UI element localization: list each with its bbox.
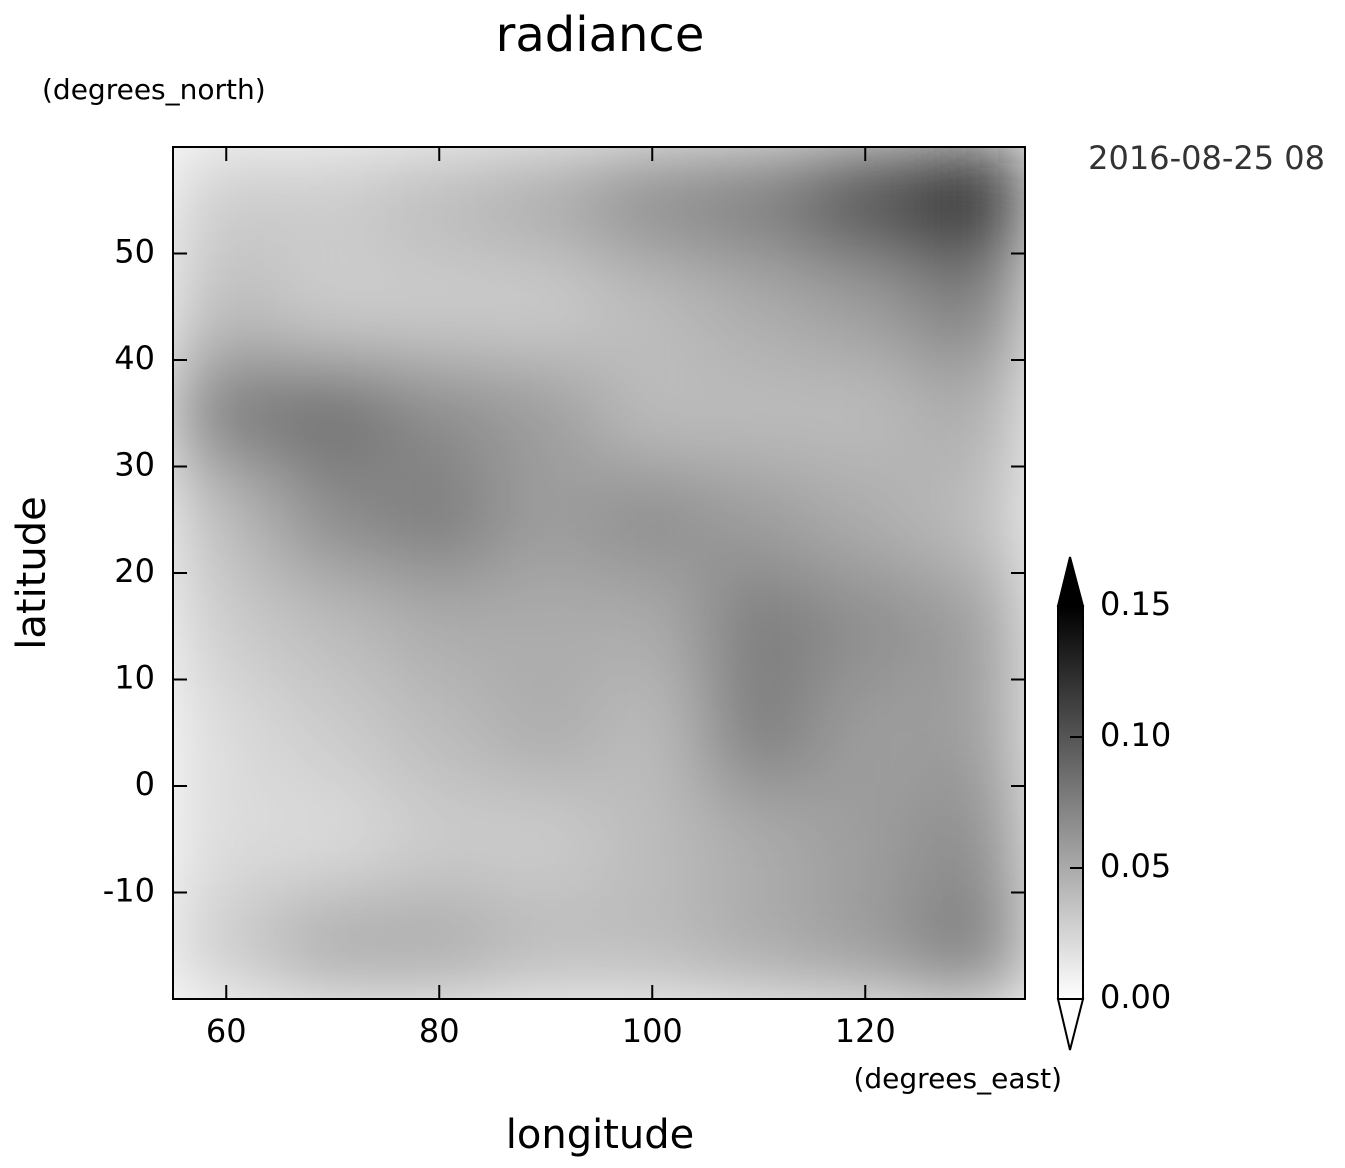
heatmap-cell [917, 465, 1025, 574]
heatmap-cell [491, 678, 600, 787]
heatmap-cell [173, 252, 281, 361]
heatmap-cell [917, 252, 1025, 361]
x-tick-label: 80 [419, 1012, 460, 1050]
heatmap-cell [917, 572, 1025, 681]
heatmap-cell [173, 359, 281, 468]
colorbar [1057, 605, 1084, 1000]
heatmap-cell [491, 252, 600, 361]
heatmap-cell [704, 147, 813, 255]
heatmap-cell [491, 572, 600, 681]
heatmap-cell [811, 891, 920, 999]
heatmap-cell [385, 147, 494, 255]
heatmap-cell [811, 785, 920, 894]
heatmap-cell [173, 147, 281, 255]
y-tick-label: 20 [114, 552, 155, 590]
heatmap-cell [598, 147, 707, 255]
heatmap-cell [704, 465, 813, 574]
y-unit: (degrees_north) [42, 73, 266, 106]
heatmap-cell [173, 678, 281, 787]
heatmap-cell [598, 465, 707, 574]
heatmap-cell [917, 359, 1025, 468]
heatmap-cell [278, 678, 387, 787]
heatmap-cell [278, 359, 387, 468]
heatmap-cell [385, 252, 494, 361]
heatmap-cell [704, 572, 813, 681]
x-tick-label: 60 [206, 1012, 247, 1050]
heatmap-cell [278, 572, 387, 681]
heatmap-cell [811, 147, 920, 255]
heatmap-cell [491, 465, 600, 574]
x-tick-label: 120 [835, 1012, 896, 1050]
heatmap-cell [598, 572, 707, 681]
heatmap-cell [173, 891, 281, 999]
heatmap-cell [385, 572, 494, 681]
heatmap-cell [385, 359, 494, 468]
heatmap-cell [598, 678, 707, 787]
y-tick-label: 30 [114, 446, 155, 484]
heatmap-cell [278, 465, 387, 574]
heatmap-cell [598, 252, 707, 361]
x-unit: (degrees_east) [853, 1062, 1062, 1095]
time-label: 2016-08-25 08 [1088, 139, 1325, 177]
y-tick-label: 50 [114, 233, 155, 271]
heatmap-cell [278, 147, 387, 255]
colorbar-tick-label: 0.10 [1100, 716, 1171, 754]
heatmap-cell [491, 785, 600, 894]
x-tick-label: 100 [622, 1012, 683, 1050]
heatmap-cell [385, 465, 494, 574]
heatmap-cell [917, 891, 1025, 999]
heatmap-cell [704, 785, 813, 894]
y-axis-title: latitude [9, 496, 55, 649]
heatmap-cell [917, 678, 1025, 787]
heatmap-cell [704, 359, 813, 468]
heatmap-cell [173, 572, 281, 681]
colorbar-upper-arrow [1056, 556, 1085, 607]
heatmap-cell [385, 891, 494, 999]
chart-title: radiance [496, 7, 705, 63]
heatmap-cell [385, 678, 494, 787]
heatmap-cell [598, 891, 707, 999]
heatmap-cell [278, 252, 387, 361]
heatmap-cell [278, 891, 387, 999]
heatmap-cell [704, 891, 813, 999]
heatmap-cell [704, 252, 813, 361]
x-axis-title: longitude [506, 1112, 694, 1158]
y-tick-label: 40 [114, 339, 155, 377]
colorbar-tick-label: 0.05 [1100, 847, 1171, 885]
heatmap [173, 147, 1025, 999]
heatmap-cell [811, 359, 920, 468]
y-tick-label: 0 [135, 765, 155, 803]
heatmap-cell [917, 785, 1025, 894]
heatmap-cell [811, 678, 920, 787]
heatmap-cell [811, 252, 920, 361]
colorbar-tick-label: 0.00 [1100, 978, 1171, 1016]
heatmap-cell [598, 359, 707, 468]
y-tick-label: -10 [103, 872, 155, 910]
colorbar-tick-label: 0.15 [1100, 585, 1171, 623]
heatmap-cell [385, 785, 494, 894]
heatmap-cell [598, 785, 707, 894]
heatmap-cell [917, 147, 1025, 255]
heatmap-cell [173, 465, 281, 574]
heatmap-cell [491, 891, 600, 999]
heatmap-cell [173, 785, 281, 894]
heatmap-cell [491, 147, 600, 255]
y-tick-label: 10 [114, 659, 155, 697]
colorbar-lower-arrow [1056, 998, 1085, 1051]
heatmap-cell [704, 678, 813, 787]
heatmap-cell [491, 359, 600, 468]
heatmap-cell [278, 785, 387, 894]
heatmap-cell [811, 572, 920, 681]
heatmap-cell [811, 465, 920, 574]
